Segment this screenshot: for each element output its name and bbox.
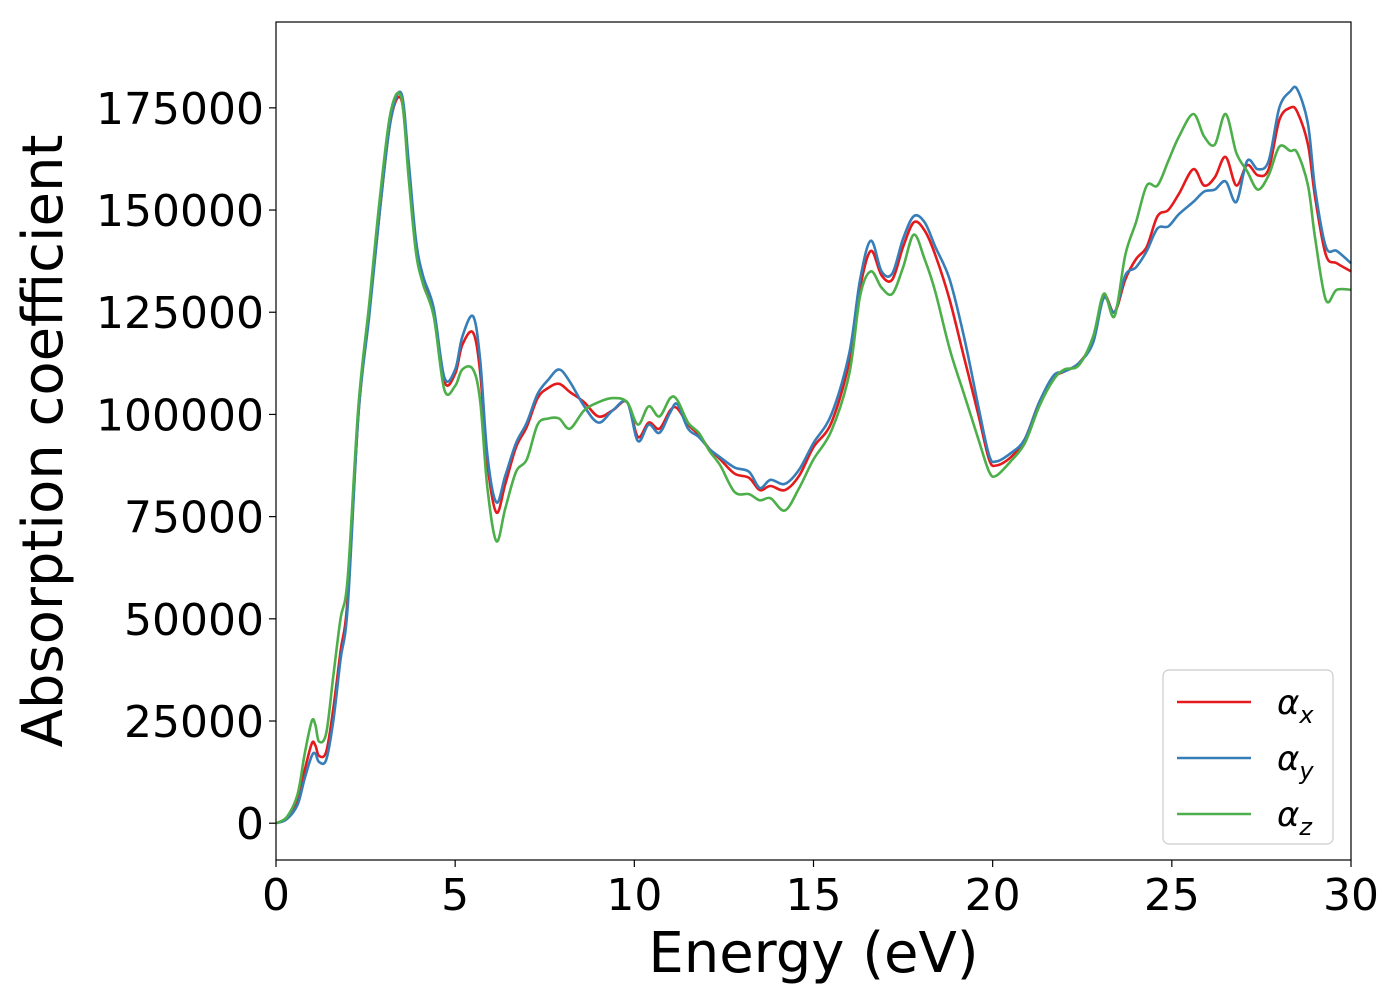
series-line-z (275, 91, 1352, 825)
y-tick-label: 25000 (124, 697, 264, 748)
plot-area (275, 85, 1352, 825)
y-tick-label: 175000 (96, 84, 264, 135)
x-tick-label: 20 (965, 870, 1021, 921)
legend-symbol: α (1277, 795, 1299, 835)
x-axis: 0 5 10 15 20 25 30 (262, 860, 1379, 921)
legend-subscript: z (1298, 813, 1313, 841)
legend-subscript: x (1298, 701, 1314, 729)
legend-label-x: αx (1277, 683, 1314, 729)
y-tick-label: 75000 (124, 493, 264, 544)
y-axis-title: Absorption coefficient (11, 135, 76, 748)
x-tick-label: 10 (606, 870, 662, 921)
y-tick-label: 0 (236, 799, 264, 850)
x-axis-title: Energy (eV) (648, 921, 978, 986)
legend-symbol: α (1277, 683, 1299, 723)
y-tick-label: 150000 (96, 186, 264, 237)
x-tick-label: 30 (1323, 870, 1379, 921)
x-tick-label: 0 (262, 870, 290, 921)
x-tick-label: 15 (786, 870, 842, 921)
legend-label-y: αy (1277, 739, 1314, 785)
y-tick-label: 100000 (96, 390, 264, 441)
y-tick-label: 50000 (124, 595, 264, 646)
x-tick-label: 5 (441, 870, 469, 921)
legend-label-z: αz (1277, 795, 1313, 841)
x-tick-label: 25 (1144, 870, 1200, 921)
y-axis: 0 25000 50000 75000 100000 125000 150000 175000 (96, 84, 276, 850)
legend-symbol: α (1277, 739, 1299, 779)
legend-subscript: y (1298, 757, 1314, 785)
y-tick-label: 125000 (96, 288, 264, 339)
